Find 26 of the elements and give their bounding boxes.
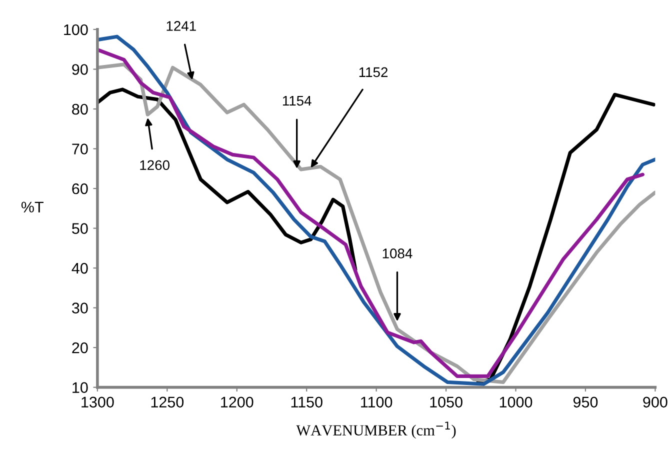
- x-tick-label: 950: [573, 396, 598, 408]
- x-tick-label: 1100: [361, 396, 392, 408]
- annotation: 1084: [382, 248, 412, 258]
- annotation: 1241: [166, 21, 196, 31]
- y-tick-label: 20: [72, 342, 88, 354]
- y-tick-label: 100: [64, 24, 88, 36]
- y-tick-label: 60: [72, 183, 88, 194]
- x-axis-title: WAVENUMBER (cm$^{−1}$): [296, 422, 456, 439]
- y-tick-label: 50: [72, 223, 88, 234]
- x-tick-label: 1200: [221, 396, 254, 408]
- x-tick-label: 1250: [151, 396, 184, 408]
- x-tick-label: 1000: [500, 396, 532, 408]
- x-tick-label: 900: [643, 396, 668, 408]
- x-tick-label: 1150: [291, 396, 322, 408]
- y-tick-label: 40: [72, 262, 88, 274]
- y-axis-title: %T: [21, 202, 44, 212]
- y-tick-label: 80: [72, 104, 88, 115]
- x-tick-label: 1050: [430, 396, 462, 408]
- y-tick-label: 10: [72, 382, 88, 393]
- y-tick-label: 90: [72, 64, 88, 75]
- x-tick-label: 1300: [82, 396, 114, 408]
- annotation: 1260: [140, 160, 170, 170]
- y-tick-label: 30: [72, 302, 88, 314]
- annotation: 1152: [359, 67, 388, 78]
- y-tick-label: 70: [72, 144, 88, 154]
- annotation: 1154: [282, 96, 312, 106]
